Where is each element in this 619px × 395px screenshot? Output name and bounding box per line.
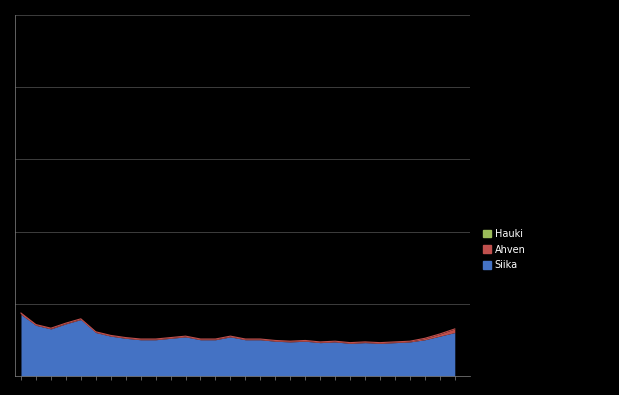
Legend: Hauki, Ahven, Siika: Hauki, Ahven, Siika [479,225,529,274]
